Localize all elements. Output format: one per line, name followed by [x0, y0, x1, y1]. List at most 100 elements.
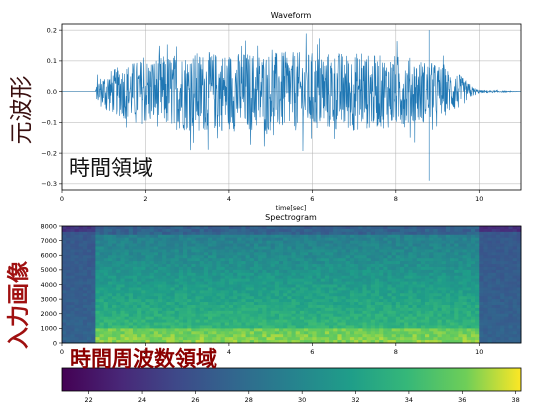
- spectrogram-cell: [287, 319, 292, 323]
- spectrogram-cell: [162, 266, 167, 271]
- spectrogram-cell: [245, 243, 251, 247]
- spectrogram-cell: [78, 278, 84, 282]
- spectrogram-cell: [416, 272, 422, 277]
- spectrogram-cell: [433, 240, 438, 244]
- spectrogram-cell: [333, 226, 338, 230]
- spectrogram-cell: [95, 231, 100, 236]
- spectrogram-cell: [199, 237, 205, 242]
- spectrogram-cell: [420, 334, 426, 338]
- spectrogram-cell: [132, 261, 138, 265]
- spectrogram-cell: [433, 255, 438, 259]
- spectrogram-cell: [429, 275, 434, 280]
- spectrogram-cell: [291, 319, 297, 323]
- spectrogram-cell: [166, 325, 171, 329]
- spectrogram-cell: [366, 272, 372, 277]
- spectrogram-cell: [374, 226, 380, 230]
- spectrogram-cell: [470, 302, 476, 306]
- spectrogram-cell: [62, 304, 67, 309]
- spectrogram-cell: [274, 290, 280, 294]
- spectrogram-cell: [137, 284, 142, 288]
- spectrogram-cell: [508, 231, 514, 236]
- spectrogram-cell: [137, 231, 142, 236]
- spectrogram-cell: [437, 325, 443, 329]
- spectrogram-cell: [395, 275, 401, 280]
- spectrogram-cell: [266, 307, 272, 312]
- spectrogram-cell: [220, 290, 226, 294]
- spectrogram-cell: [274, 325, 280, 329]
- spectrogram-cell: [349, 337, 355, 341]
- spectrogram-cell: [441, 293, 447, 297]
- spectrogram-cell: [391, 275, 397, 280]
- spectrogram-cell: [433, 278, 438, 282]
- spectrogram-cell: [233, 325, 238, 329]
- spectrogram-cell: [299, 275, 305, 280]
- spectrogram-cell: [341, 252, 347, 256]
- spectrogram-cell: [178, 290, 184, 294]
- spectrogram-cell: [208, 334, 213, 338]
- spectrogram-cell: [287, 234, 292, 239]
- spectrogram-cell: [450, 255, 455, 259]
- spectrogram-cell: [374, 302, 380, 306]
- spectrogram-cell: [266, 240, 272, 244]
- spectrogram-cell: [120, 258, 125, 262]
- spectrogram-cell: [308, 246, 313, 250]
- spectrogram-cell: [387, 322, 393, 326]
- spectrogram-cell: [66, 322, 71, 326]
- spectrogram-cell: [82, 231, 88, 236]
- spectrogram-cell: [208, 281, 213, 285]
- spectrogram-cell: [162, 272, 167, 277]
- spectrogram-cell: [241, 304, 246, 309]
- spectrogram-cell: [445, 266, 451, 271]
- spectrogram-cell: [341, 296, 347, 300]
- spectrogram-cell: [191, 325, 196, 329]
- spectrogram-cell: [216, 275, 221, 280]
- spectrogram-cell: [412, 258, 418, 262]
- spectrogram-cell: [295, 299, 301, 303]
- spectrogram-cell: [199, 258, 205, 262]
- spectrogram-cell: [374, 228, 380, 233]
- spectrogram-cell: [170, 243, 176, 247]
- spectrogram-cell: [483, 231, 489, 236]
- spectrogram-cell: [441, 258, 447, 262]
- spectrogram-cell: [370, 249, 376, 253]
- spectrogram-cell: [395, 340, 401, 344]
- spectrogram-cell: [220, 299, 226, 303]
- spectrogram-cell: [95, 278, 100, 282]
- spectrogram-cell: [295, 255, 301, 259]
- spectrogram-cell: [241, 258, 246, 262]
- spectrogram-cell: [174, 334, 180, 338]
- spectrogram-cell: [479, 243, 484, 247]
- spectrogram-cell: [404, 252, 409, 256]
- spectrogram-cell: [253, 255, 259, 259]
- spectrogram-cell: [387, 237, 393, 242]
- spectrogram-cell: [70, 299, 75, 303]
- spectrogram-cell: [366, 325, 372, 329]
- spectrogram-cell: [487, 266, 493, 271]
- spectrogram-cell: [241, 237, 246, 242]
- spectrogram-cell: [233, 249, 238, 253]
- spectrogram-cell: [304, 340, 309, 344]
- spectrogram-cell: [420, 310, 426, 315]
- spectrogram-cell: [87, 302, 92, 306]
- spectrogram-cell: [366, 228, 372, 233]
- spectrogram-cell: [479, 284, 484, 288]
- spectrogram-cell: [124, 328, 130, 332]
- spectrogram-cell: [245, 266, 251, 271]
- spectrogram-cell: [220, 313, 226, 318]
- spectrogram-cell: [220, 275, 226, 280]
- spectrogram-cell: [408, 296, 413, 300]
- spectrogram-cell: [141, 240, 146, 244]
- spectrogram-cell: [112, 261, 117, 265]
- spectrogram-cell: [312, 258, 317, 262]
- spectrogram-cell: [329, 264, 334, 268]
- spectrogram-cell: [500, 299, 505, 303]
- spectrogram-cell: [99, 228, 105, 233]
- spectrogram-cell: [87, 290, 92, 294]
- spectrogram-cell: [245, 246, 251, 250]
- spectrogram-cell: [391, 325, 397, 329]
- spectrogram-cell: [99, 307, 105, 312]
- spectrogram-cell: [208, 278, 213, 282]
- spectrogram-cell: [358, 234, 363, 239]
- spectrogram-cell: [274, 328, 280, 332]
- spectrogram-cell: [483, 258, 489, 262]
